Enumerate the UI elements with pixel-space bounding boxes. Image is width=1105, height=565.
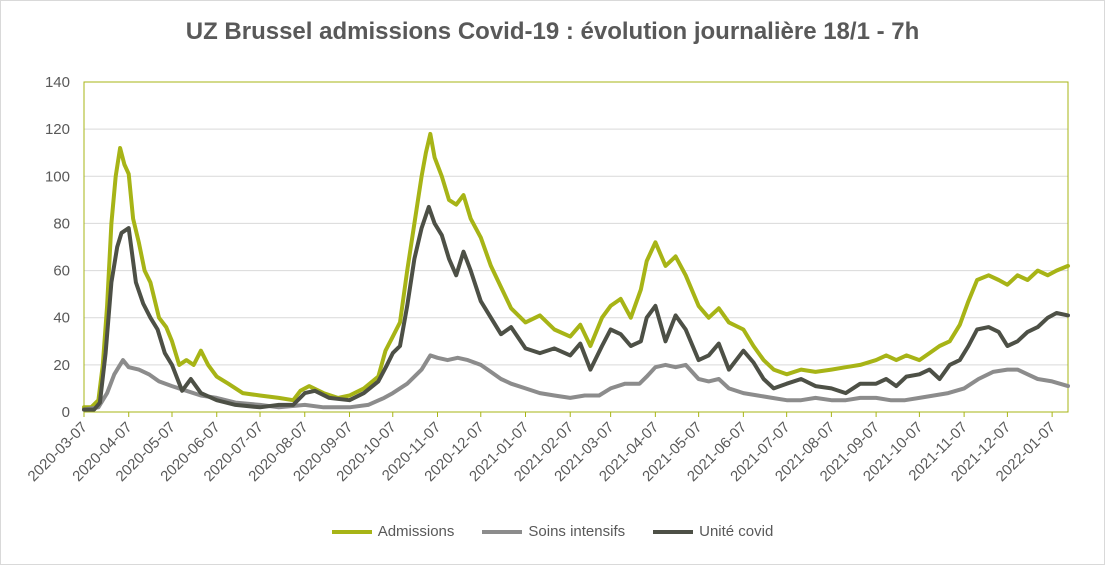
y-tick-label: 120 <box>45 121 70 138</box>
y-tick-label: 20 <box>53 357 70 374</box>
y-tick-label: 60 <box>53 263 70 280</box>
legend-label: Admissions <box>377 523 455 540</box>
series-line <box>82 353 1070 412</box>
legend-swatch <box>482 529 523 534</box>
y-tick-label: 100 <box>45 168 70 185</box>
plot-area-border <box>83 81 1069 413</box>
legend-item: Unité covid <box>653 523 773 540</box>
legend-label: Soins intensifs <box>528 523 626 540</box>
series-line <box>82 131 1070 410</box>
y-tick-label: 0 <box>62 404 70 421</box>
legend-swatch <box>653 529 694 534</box>
legend-item: Soins intensifs <box>482 523 625 540</box>
y-tick-label: 140 <box>45 74 70 91</box>
y-tick-label: 80 <box>53 215 70 232</box>
legend-swatch <box>331 529 372 534</box>
chart-title: UZ Brussel admissions Covid-19 : évoluti… <box>185 18 920 45</box>
series-line <box>82 204 1070 412</box>
chart-legend: Admissions Soins intensifs Unité covid <box>0 523 1105 540</box>
y-tick-label: 40 <box>53 310 70 327</box>
legend-label: Unité covid <box>699 523 774 540</box>
legend-item: Admissions <box>331 523 455 540</box>
